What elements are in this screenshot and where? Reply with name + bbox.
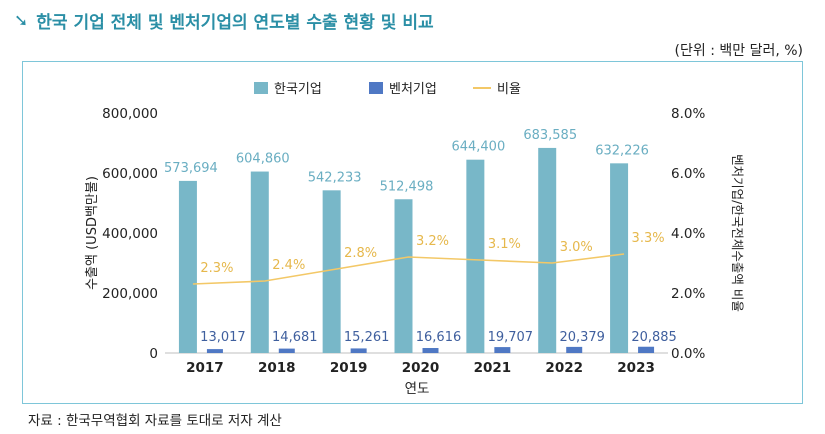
- bar-venture-label: 20,885: [631, 330, 677, 345]
- ratio-label: 2.4%: [272, 258, 305, 273]
- bar-venture: [494, 347, 511, 353]
- bar-korea: [322, 190, 341, 353]
- y-axis-title: 수출액 (USD백만불): [85, 176, 100, 290]
- legend-venture-swatch: [369, 82, 383, 94]
- bar-venture-label: 16,616: [416, 330, 462, 345]
- bar-venture: [350, 348, 367, 353]
- bar-venture-label: 20,379: [559, 330, 605, 345]
- source-note: 자료 : 한국무역협회 자료를 토대로 저자 계산: [28, 413, 282, 429]
- x-tick-label: 2023: [617, 360, 655, 376]
- bar-venture: [638, 346, 655, 353]
- legend-korea-swatch: [254, 82, 268, 94]
- bar-korea-label: 512,498: [380, 179, 434, 194]
- unit-label: (단위 : 백만 달러, %): [674, 43, 803, 59]
- bar-venture: [422, 348, 439, 353]
- x-tick-label: 2018: [258, 360, 296, 376]
- bar-korea-label: 632,226: [595, 143, 649, 158]
- y2-tick-label: 8.0%: [671, 106, 705, 122]
- y-tick-label: 600,000: [102, 166, 158, 182]
- ratio-label: 3.1%: [488, 237, 521, 252]
- bar-korea-label: 604,860: [236, 152, 290, 167]
- bar-venture-label: 15,261: [344, 330, 390, 345]
- page-title: 한국 기업 전체 및 벤처기업의 연도별 수출 현황 및 비교: [36, 13, 434, 33]
- bar-venture: [566, 346, 583, 353]
- y2-tick-label: 2.0%: [671, 286, 705, 302]
- ratio-label: 2.3%: [200, 261, 233, 276]
- y2-tick-label: 6.0%: [671, 166, 705, 182]
- ratio-label: 2.8%: [344, 246, 377, 261]
- legend-venture-label: 벤처기업: [389, 82, 437, 97]
- bar-korea: [610, 163, 629, 353]
- legend-korea-label: 한국기업: [274, 82, 322, 97]
- y-tick-label: 800,000: [102, 106, 158, 122]
- x-axis-title: 연도: [405, 381, 430, 397]
- bar-korea-label: 683,585: [523, 128, 577, 143]
- bar-korea-label: 573,694: [164, 161, 218, 176]
- x-tick-label: 2019: [330, 360, 368, 376]
- bar-venture-label: 19,707: [488, 330, 534, 345]
- legend-ratio-label: 비율: [497, 82, 521, 97]
- bar-venture-label: 14,681: [272, 330, 318, 345]
- x-tick-label: 2020: [402, 360, 440, 376]
- x-tick-label: 2017: [186, 360, 224, 376]
- bar-korea: [538, 147, 557, 353]
- y2-axis-title: 벤처기업/한국전체수출액 비율: [730, 154, 745, 312]
- bar-korea: [250, 171, 269, 353]
- bar-korea: [394, 199, 413, 353]
- bar-korea-label: 542,233: [308, 170, 362, 185]
- bar-venture: [206, 349, 223, 353]
- bar-venture: [278, 348, 295, 353]
- y2-tick-label: 4.0%: [671, 226, 705, 242]
- bar-venture-label: 13,017: [200, 330, 246, 345]
- ratio-label: 3.3%: [632, 231, 665, 246]
- bar-korea: [178, 180, 197, 353]
- y-tick-label: 400,000: [102, 226, 158, 242]
- chart-frame: [22, 61, 803, 404]
- x-tick-label: 2021: [474, 360, 512, 376]
- ratio-label: 3.0%: [560, 240, 593, 255]
- ratio-label: 3.2%: [416, 234, 449, 249]
- x-tick-label: 2022: [545, 360, 583, 376]
- y-tick-label: 0: [149, 346, 158, 362]
- arrow-down-right-icon: ➘: [14, 10, 29, 31]
- y-tick-label: 200,000: [102, 286, 158, 302]
- y2-tick-label: 0.0%: [671, 346, 705, 362]
- bar-korea-label: 644,400: [451, 140, 505, 155]
- title-row: ➘ 한국 기업 전체 및 벤처기업의 연도별 수출 현황 및 비교: [14, 8, 434, 34]
- bar-korea: [466, 159, 485, 353]
